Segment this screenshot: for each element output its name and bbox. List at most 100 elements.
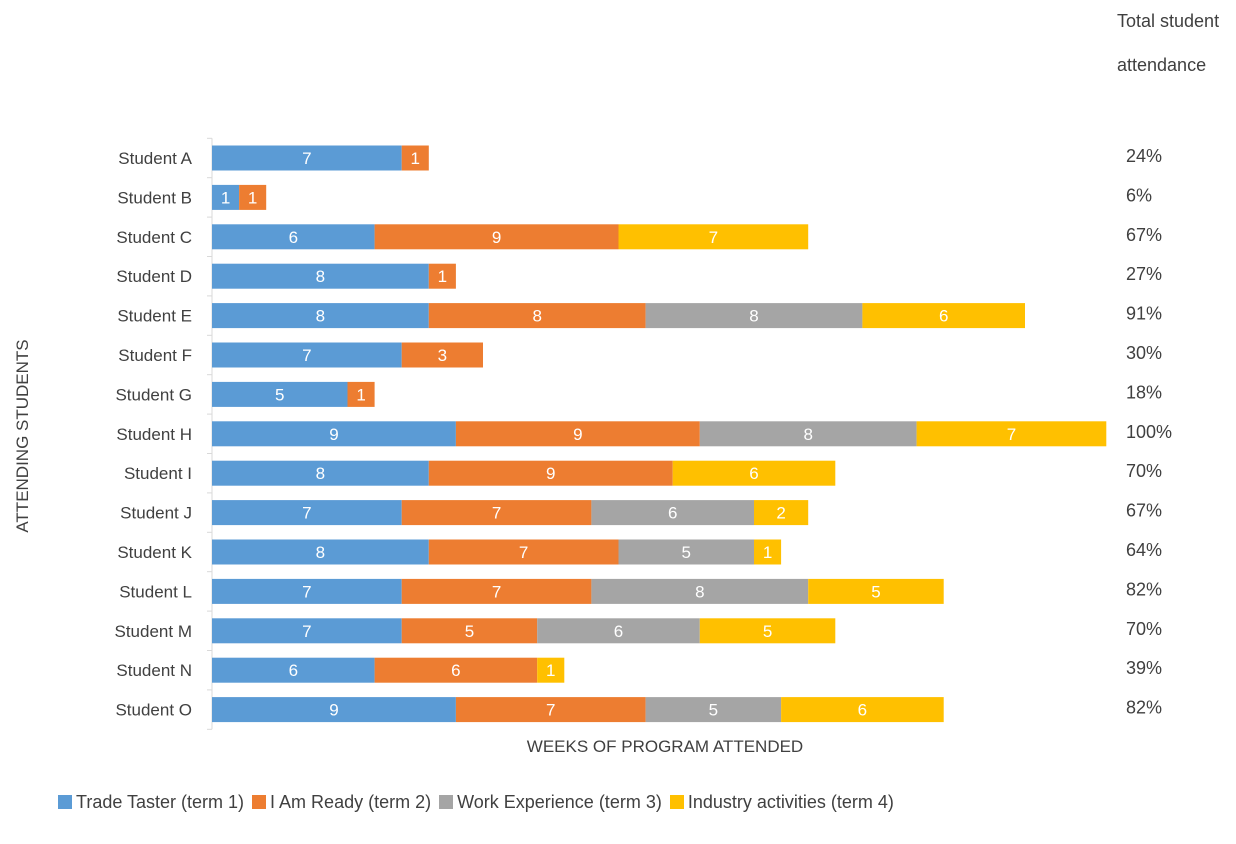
bar-segment bbox=[212, 500, 402, 526]
data-label: 7 bbox=[302, 149, 311, 168]
total-attendance-value: 24% bbox=[1126, 146, 1162, 166]
total-attendance-value: 6% bbox=[1126, 185, 1152, 205]
data-label: 5 bbox=[709, 701, 718, 720]
category-label: Student A bbox=[118, 149, 192, 168]
data-label: 6 bbox=[939, 307, 948, 326]
data-label: 7 bbox=[519, 543, 528, 562]
bar-segment bbox=[591, 578, 809, 604]
category-label: Student F bbox=[118, 346, 192, 365]
bar-segment bbox=[401, 618, 538, 644]
data-label: 8 bbox=[316, 307, 325, 326]
totals-column: 24% 6% 67% 27% 91% 30% 18% 100% 70% 67% 64% 82% 70% 3… bbox=[1126, 146, 1172, 718]
category-label: Student N bbox=[116, 661, 192, 680]
y-axis-label: ATTENDING STUDENTS bbox=[13, 339, 32, 532]
total-attendance-value: 100% bbox=[1126, 422, 1172, 442]
data-label: 1 bbox=[546, 661, 555, 680]
data-label: 9 bbox=[329, 701, 338, 720]
bar-segment bbox=[428, 460, 673, 486]
bar-segment bbox=[401, 500, 592, 526]
data-label: 7 bbox=[302, 504, 311, 523]
data-label: 6 bbox=[614, 622, 623, 641]
bar-segment bbox=[212, 342, 402, 368]
legend-swatch bbox=[439, 795, 454, 809]
data-label: 6 bbox=[749, 464, 758, 483]
data-label: 8 bbox=[749, 307, 758, 326]
totals-header-line-2: attendance bbox=[1117, 55, 1206, 75]
category-label: Student L bbox=[119, 582, 192, 601]
bar-segment bbox=[212, 539, 429, 565]
bar-segment bbox=[374, 224, 619, 250]
category-label: Student I bbox=[124, 464, 192, 483]
data-label: 5 bbox=[275, 385, 284, 404]
data-label: 7 bbox=[302, 582, 311, 601]
bar-segments bbox=[212, 145, 1107, 723]
bar-segment bbox=[537, 657, 565, 683]
bar-segment bbox=[428, 303, 646, 329]
bar-segment bbox=[212, 578, 402, 604]
data-label: 9 bbox=[573, 425, 582, 444]
data-label: 2 bbox=[776, 504, 785, 523]
total-attendance-value: 27% bbox=[1126, 264, 1162, 284]
bar-segment bbox=[212, 460, 429, 486]
bar-segment bbox=[347, 381, 375, 407]
bar-segment bbox=[401, 342, 483, 368]
legend-swatch bbox=[252, 795, 267, 809]
data-label: 7 bbox=[302, 346, 311, 365]
bar-segment bbox=[455, 421, 700, 447]
data-label: 6 bbox=[289, 661, 298, 680]
bar-segment bbox=[699, 421, 917, 447]
bar-segment bbox=[808, 578, 944, 604]
data-label: 6 bbox=[668, 504, 677, 523]
bar-segment bbox=[212, 381, 348, 407]
bar-segment bbox=[591, 500, 754, 526]
legend-swatch bbox=[58, 795, 72, 809]
legend-label: I Am Ready (term 2) bbox=[270, 791, 432, 812]
legend-label: Work Experience (term 3) bbox=[457, 791, 662, 812]
legend-label: Industry activities (term 4) bbox=[687, 791, 894, 812]
total-attendance-value: 67% bbox=[1126, 501, 1162, 521]
category-label: Student G bbox=[115, 385, 192, 404]
category-label: Student J bbox=[120, 504, 192, 523]
data-label: 8 bbox=[532, 307, 541, 326]
x-axis-label: WEEKS OF PROGRAM ATTENDED bbox=[527, 737, 803, 756]
legend-item: Industry activities (term 4) bbox=[669, 791, 894, 813]
category-label: Student H bbox=[116, 425, 192, 444]
data-label: 5 bbox=[763, 622, 772, 641]
data-label: 8 bbox=[316, 464, 325, 483]
bar-segment bbox=[862, 303, 1025, 329]
total-attendance-value: 30% bbox=[1126, 343, 1162, 363]
bar-segment bbox=[401, 145, 429, 171]
category-label: Student E bbox=[117, 307, 192, 326]
category-label: Student B bbox=[117, 188, 192, 207]
legend-item: I Am Ready (term 2) bbox=[252, 792, 431, 813]
data-label: 7 bbox=[1007, 425, 1016, 444]
data-label: 1 bbox=[763, 543, 772, 562]
bar-segment bbox=[781, 697, 944, 723]
data-label: 1 bbox=[356, 385, 365, 404]
data-labels: 7 11 16 9 78 18 8 8 67 35 19 9 8 78 9 67 7 6 28 7 5 17 7 8 57 5 6 5… bbox=[221, 149, 1016, 720]
data-label: 7 bbox=[492, 582, 501, 601]
data-label: 9 bbox=[546, 464, 555, 483]
total-attendance-value: 67% bbox=[1126, 225, 1162, 245]
data-label: 1 bbox=[411, 149, 420, 168]
bar-segment bbox=[212, 303, 429, 329]
total-attendance-value: 82% bbox=[1126, 579, 1162, 599]
bar-segment bbox=[455, 697, 646, 723]
category-label: Student D bbox=[116, 267, 192, 286]
legend: Trade Taster (term 1) I Am Ready (term 2)… bbox=[58, 790, 902, 814]
category-label: Student K bbox=[117, 543, 192, 562]
bar-segment bbox=[428, 539, 619, 565]
bar-segment bbox=[537, 618, 700, 644]
bar-segment bbox=[212, 224, 375, 250]
data-label: 3 bbox=[438, 346, 447, 365]
bar-segment bbox=[374, 657, 538, 683]
data-label: 6 bbox=[289, 228, 298, 247]
total-attendance-value: 39% bbox=[1126, 658, 1162, 678]
bar-segment bbox=[401, 578, 592, 604]
legend-label: Trade Taster (term 1) bbox=[76, 791, 245, 812]
bar-segment bbox=[212, 697, 456, 723]
bar-segment bbox=[212, 263, 429, 289]
data-label: 6 bbox=[858, 701, 867, 720]
bar-segment bbox=[645, 303, 863, 329]
